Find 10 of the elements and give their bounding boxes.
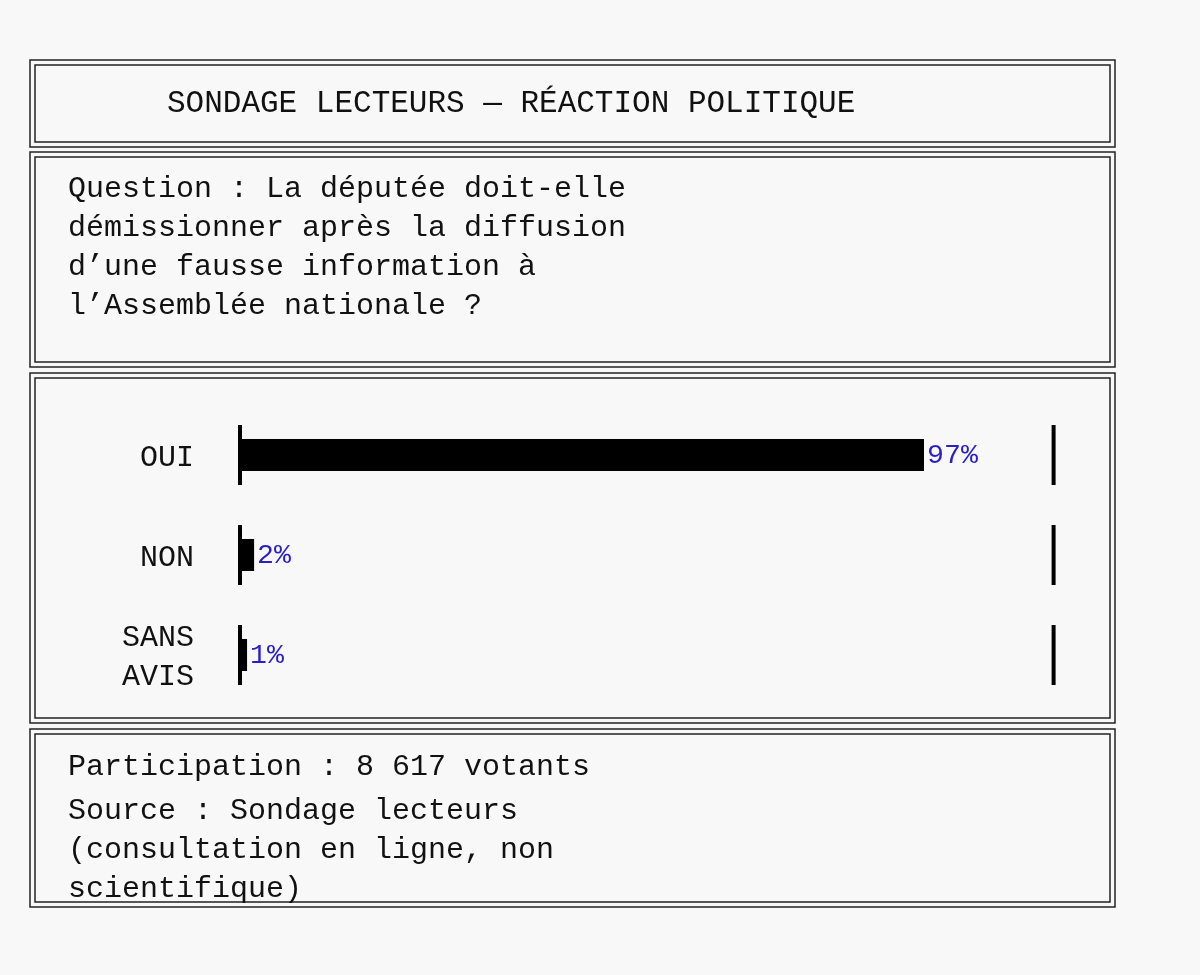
text: Participation : 8 617 votants [68, 750, 591, 784]
y-tick-label: SANS AVIS [121, 621, 194, 694]
y-tick-label: OUI [139, 440, 194, 475]
data-label: 2% [257, 538, 292, 571]
chart-subtitle: Question : La députée doit-elle démissionner après la diffusion d’une fausse information à l’Assemblée nationale ? [68, 172, 627, 323]
y-tick-label: NON [139, 540, 194, 575]
data-label: 1% [250, 638, 284, 671]
source-note: Source : Sondage lecteurs (consultation en ligne, non scientifique) [68, 794, 555, 906]
data-label: 97% [927, 438, 978, 471]
chart-title: SONDAGE LECTEURS — RÉACTION POLITIQUE [167, 85, 856, 121]
